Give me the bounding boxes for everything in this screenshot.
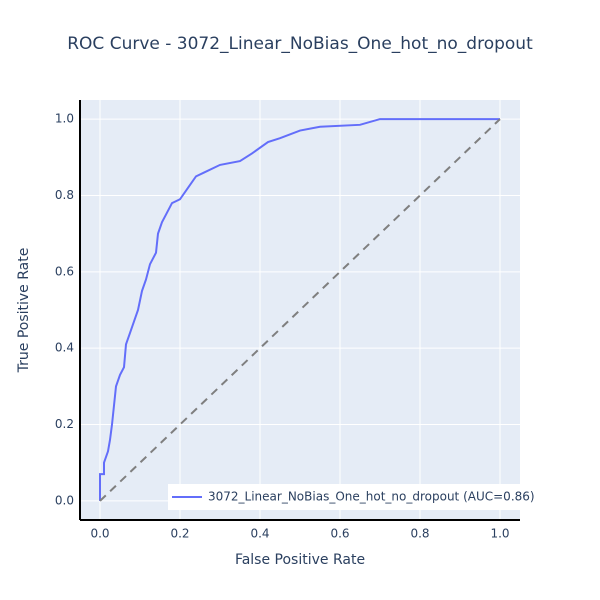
y-tick-label: 0.4 xyxy=(55,341,74,355)
y-tick-label: 0.0 xyxy=(55,493,74,507)
y-tick-label: 0.8 xyxy=(55,188,74,202)
y-tick-label: 0.6 xyxy=(55,264,74,278)
marks xyxy=(99,118,501,502)
x-tick-label: 0.8 xyxy=(410,527,429,541)
x-tick-label: 0.4 xyxy=(250,527,269,541)
roc-line xyxy=(99,118,500,501)
legend-box xyxy=(168,484,548,510)
x-tick-label: 0.6 xyxy=(330,527,349,541)
grid xyxy=(80,100,520,520)
y-tick-label: 1.0 xyxy=(55,112,74,126)
chart-title: ROC Curve - 3072_Linear_NoBias_One_hot_n… xyxy=(67,34,533,54)
legend: 3072_Linear_NoBias_One_hot_no_dropout (A… xyxy=(168,484,548,510)
x-tick-label: 0.2 xyxy=(170,527,189,541)
y-axis-title: True Positive Rate xyxy=(16,248,32,374)
x-tick-label: 1.0 xyxy=(490,527,509,541)
x-tick-label: 0.0 xyxy=(90,527,109,541)
x-axis-title: False Positive Rate xyxy=(235,552,365,568)
legend-label: 3072_Linear_NoBias_One_hot_no_dropout (A… xyxy=(208,490,535,504)
y-tick-label: 0.2 xyxy=(55,417,74,431)
